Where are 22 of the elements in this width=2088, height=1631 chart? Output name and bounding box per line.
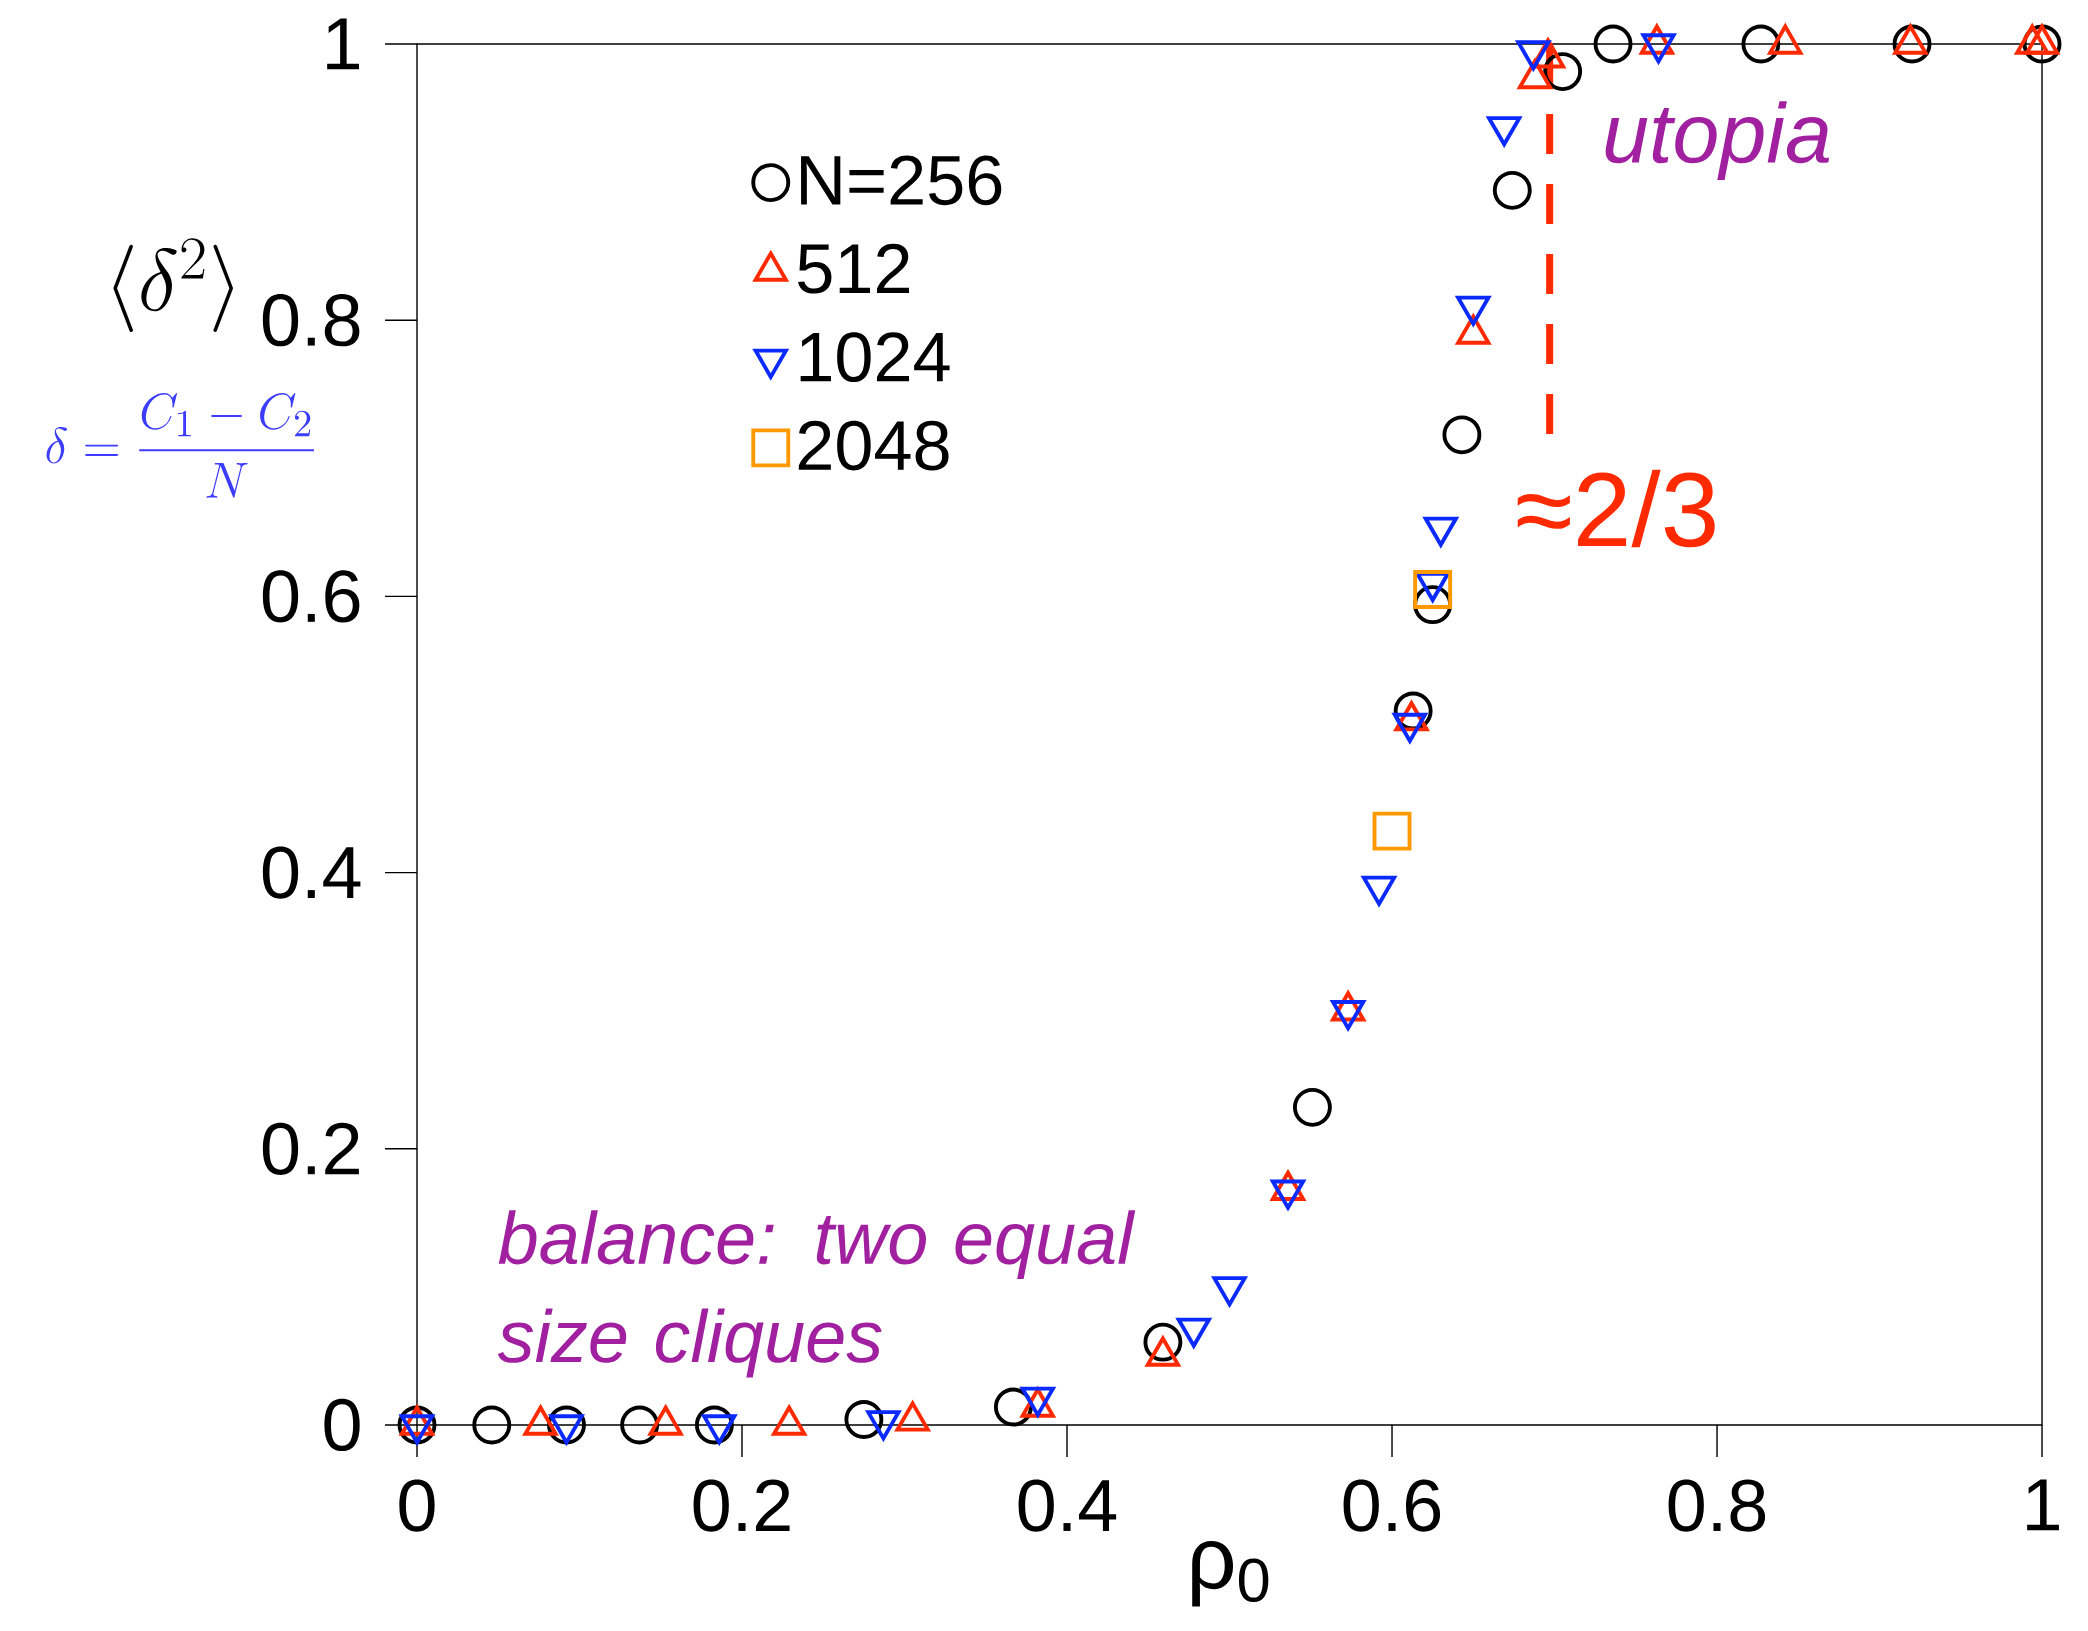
- x-tick-label: 0.6: [1343, 1479, 1441, 1532]
- annotation: utopia: [1605, 101, 1830, 180]
- legend-label: 512: [798, 243, 909, 294]
- y-tick-label: 1: [327, 18, 359, 70]
- y-tick-label: 0.2: [262, 1122, 359, 1175]
- y-tick-label: 0.8: [262, 294, 360, 347]
- y-tick-label: 0.4: [262, 846, 361, 899]
- x-tick-label: 1: [2027, 1479, 2059, 1531]
- legend-label: 2048: [798, 420, 949, 471]
- y-tick-label: 0.6: [262, 570, 360, 623]
- x-tick-label: 0.4: [1018, 1479, 1117, 1532]
- legend-label: 1024: [800, 332, 950, 382]
- y-tick-label: 0: [324, 1398, 360, 1452]
- legend-label: N=256: [801, 155, 1002, 206]
- x-axis-title: ρ$_{0}$: [1192, 1541, 1269, 1607]
- text: $\delta = \frac{C_1 - C_2}{N}$: [46, 393, 315, 498]
- x-tick-label: 0.8: [1668, 1479, 1766, 1532]
- x-tick-label: 0: [399, 1479, 435, 1532]
- x-tick-label: 0.2: [693, 1479, 790, 1532]
- ref-line-label: ≈2/3: [1517, 469, 1715, 548]
- y-axis-title: $\langle \delta^{2} \rangle$: [113, 238, 233, 332]
- annotation: balance: two equal size cliques: [497, 1210, 1136, 1378]
